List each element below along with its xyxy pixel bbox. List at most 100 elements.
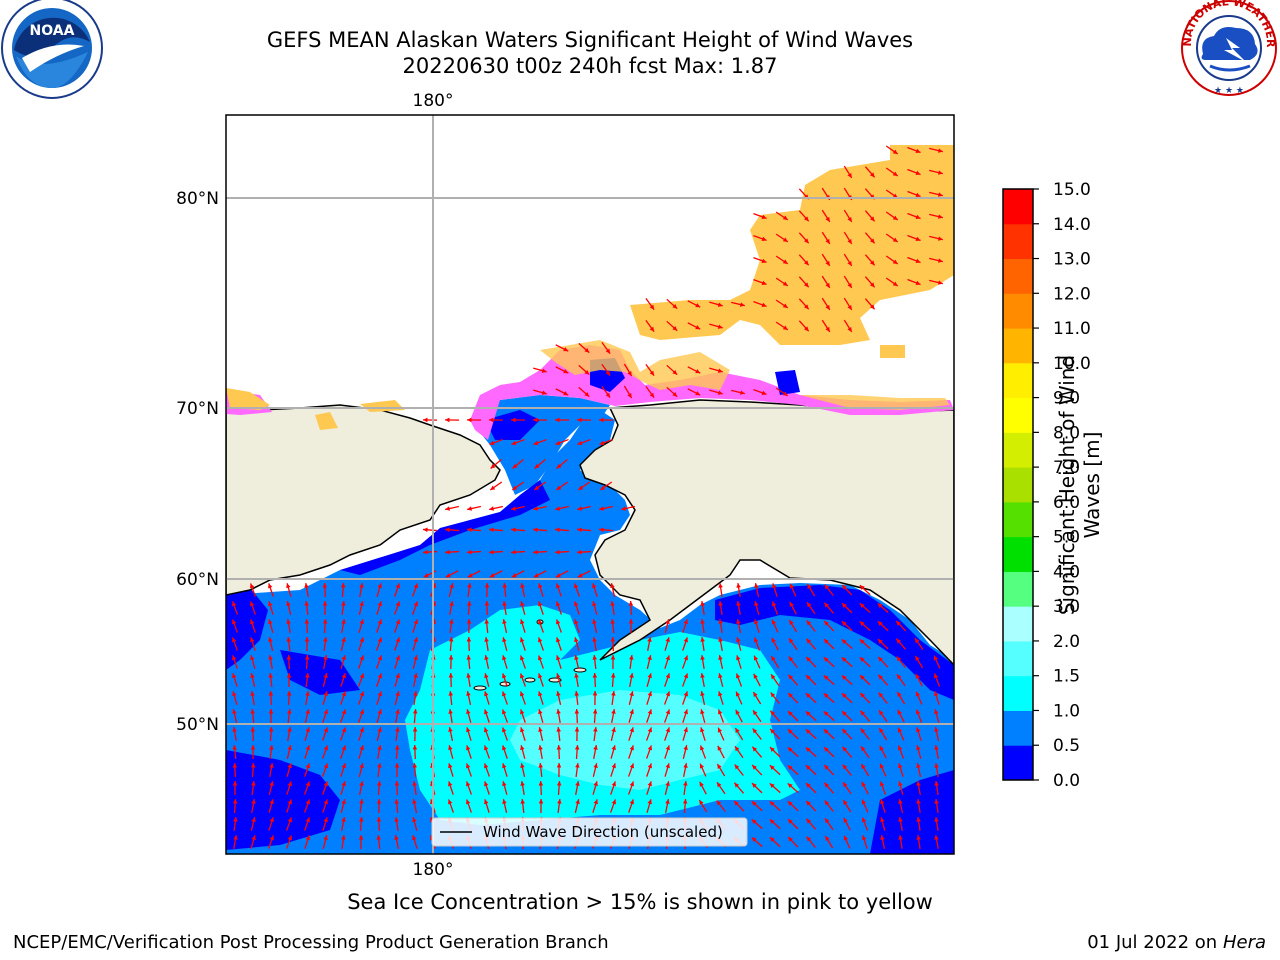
wave-direction-arrowhead (695, 369, 701, 374)
wave-direction-arrowhead (484, 799, 489, 805)
wave-direction-arrowhead (611, 799, 617, 805)
wave-direction-arrowhead (665, 745, 670, 751)
wave-direction-arrowhead (448, 781, 453, 787)
wave-direction-arrowhead (647, 799, 652, 805)
wave-direction-arrowhead (933, 655, 939, 661)
wave-direction-arrowhead (359, 619, 364, 625)
wave-direction-arrowhead (537, 637, 543, 643)
wave-direction-arrowhead (735, 673, 741, 679)
wave-direction-arrowhead (825, 836, 830, 842)
wave-direction-arrowhead (574, 583, 579, 589)
wave-direction-arrowhead (789, 638, 794, 644)
wave-direction-arrowhead (898, 835, 903, 840)
wave-direction-arrowhead (700, 619, 705, 624)
wave-direction-arrowhead (269, 835, 274, 841)
colorbar-tick-label: 1.5 (1053, 667, 1080, 687)
wave-direction-arrowhead (683, 727, 688, 733)
wave-direction-arrowhead (555, 527, 560, 533)
wave-direction-arrowhead (233, 817, 238, 822)
wave-direction-arrowhead (789, 601, 794, 607)
wave-direction-arrowhead (825, 818, 830, 824)
wave-direction-arrowhead (465, 781, 471, 787)
wave-direction-arrowhead (584, 369, 590, 375)
wave-direction-arrowhead (769, 783, 775, 789)
wave-direction-arrowhead (511, 506, 516, 511)
title-line-1: GEFS MEAN Alaskan Waters Significant Hei… (266, 28, 914, 52)
wave-direction-arrowhead (806, 638, 812, 644)
wave-direction-arrowhead (937, 148, 943, 153)
wave-direction-arrowhead (599, 417, 604, 423)
wave-direction-arrowhead (739, 390, 745, 395)
wave-direction-arrowhead (823, 657, 829, 662)
wave-direction-arrowhead (250, 673, 255, 679)
lat-label-50: 50°N (176, 715, 219, 735)
wave-direction-arrowhead (736, 619, 741, 624)
wave-direction-arrowhead (489, 549, 494, 555)
wave-direction-arrowhead (502, 691, 507, 697)
wave-direction-arrowhead (538, 619, 543, 625)
wave-direction-arrowhead (412, 727, 418, 732)
wave-direction-arrowhead (563, 391, 569, 396)
wave-direction-arrowhead (445, 417, 450, 423)
wave-direction-arrowhead (412, 763, 418, 768)
wave-direction-arrowhead (502, 601, 507, 606)
wave-direction-arrowhead (359, 637, 364, 643)
wave-direction-arrowhead (916, 817, 921, 822)
wave-direction-arrowhead (502, 727, 507, 733)
wave-direction-arrowhead (556, 709, 561, 714)
colorbar-tick-label: 5.0 (1053, 528, 1080, 548)
wave-direction-arrowhead (605, 348, 611, 354)
wave-direction-arrowhead (751, 819, 757, 825)
wave-direction-arrowhead (268, 673, 273, 678)
wave-direction-arrowhead (897, 692, 902, 698)
colorbar-segment (1003, 467, 1033, 503)
wave-direction-arrowhead (251, 799, 256, 804)
wave-direction-arrowhead (466, 763, 471, 769)
wave-direction-arrowhead (323, 763, 329, 769)
wave-direction-arrowhead (484, 709, 489, 715)
wave-direction-arrowhead (323, 835, 328, 841)
wave-direction-arrowhead (824, 782, 830, 788)
wave-direction-arrowhead (395, 709, 400, 714)
wave-direction-arrowhead (592, 619, 597, 625)
wave-direction-arrowhead (842, 764, 848, 770)
wave-direction-arrowhead (269, 799, 274, 805)
wave-direction-arrowhead (879, 728, 884, 734)
wave-direction-arrowhead (394, 835, 399, 840)
wave-direction-arrowhead (322, 601, 328, 606)
wave-direction-arrowhead (842, 728, 847, 734)
wave-direction-arrowhead (574, 745, 580, 750)
wave-direction-arrowhead (341, 673, 346, 679)
wave-direction-arrowhead (788, 656, 794, 662)
wave-direction-arrowhead (735, 728, 740, 734)
wave-direction-arrowhead (556, 485, 562, 491)
wave-direction-arrowhead (672, 304, 678, 309)
wave-direction-arrowhead (556, 655, 561, 661)
wave-direction-arrowhead (448, 709, 453, 714)
wave-direction-arrowhead (377, 763, 382, 768)
wave-direction-arrowhead (610, 655, 616, 660)
wave-direction-arrowhead (466, 709, 471, 715)
wave-direction-arrowhead (323, 709, 328, 715)
wave-direction-arrowhead (359, 745, 364, 751)
wave-direction-arrowhead (556, 727, 561, 732)
wave-direction-arrowhead (413, 691, 418, 696)
wave-direction-arrowhead (841, 693, 847, 698)
wave-direction-arrowhead (878, 656, 883, 662)
wave-direction-arrowhead (879, 745, 884, 751)
wave-direction-arrowhead (341, 763, 346, 769)
wave-direction-arrowhead (847, 304, 852, 310)
wave-direction-arrowhead (789, 583, 795, 589)
wave-direction-arrowhead (718, 601, 723, 606)
wave-direction-arrowhead (232, 799, 238, 804)
wave-direction-arrowhead (484, 727, 489, 733)
wave-direction-arrowhead (665, 673, 670, 679)
wave-direction-arrowhead (782, 303, 788, 308)
wave-direction-arrowhead (394, 799, 400, 804)
wave-direction-arrowhead (359, 709, 364, 715)
wave-direction-arrowhead (937, 192, 943, 197)
wave-direction-arrowhead (376, 781, 382, 786)
lon-label-top: 180° (413, 91, 454, 111)
map-area (226, 115, 954, 854)
wave-direction-arrowhead (806, 818, 812, 824)
